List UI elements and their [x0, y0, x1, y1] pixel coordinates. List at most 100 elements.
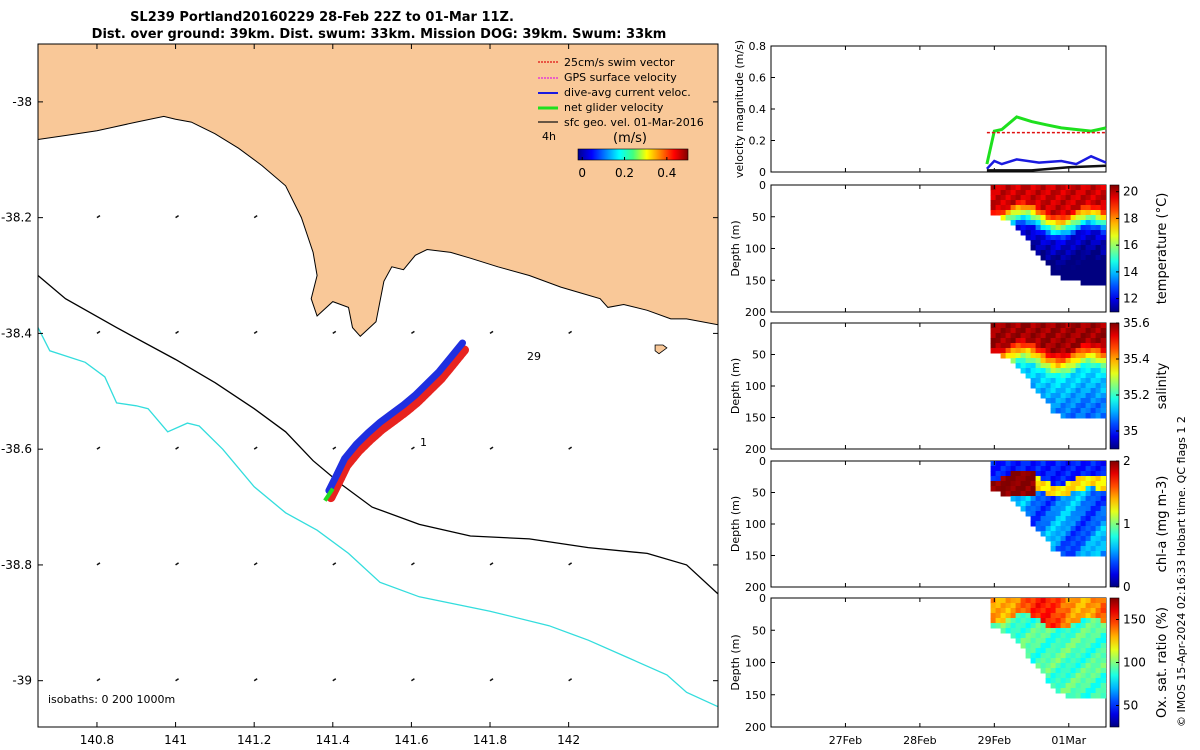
geo-arrow — [96, 678, 101, 682]
section-cell — [1090, 205, 1097, 211]
section-cell — [1080, 536, 1087, 542]
geo-arrow — [253, 215, 258, 219]
section-cell — [1060, 398, 1067, 404]
section-cell — [1080, 526, 1087, 532]
section-cell — [1070, 333, 1077, 339]
section-cell — [1095, 546, 1102, 552]
section-cell — [1035, 618, 1042, 624]
section-cell — [1080, 393, 1087, 399]
section-cell — [1020, 638, 1027, 644]
section-cell — [1045, 200, 1052, 206]
section-cell — [1070, 353, 1077, 359]
section-cell — [1065, 353, 1072, 359]
section-cell — [1040, 368, 1047, 374]
section-cell — [1040, 343, 1047, 349]
section-cell — [1035, 471, 1042, 477]
section-cell — [1040, 328, 1047, 334]
section-cell — [1100, 628, 1107, 634]
section-cell — [1015, 323, 1022, 329]
section-cell — [1045, 195, 1052, 201]
section-cell — [1005, 215, 1012, 221]
section-cell — [1025, 235, 1032, 241]
section-cell — [1095, 516, 1102, 522]
section-cell — [1045, 668, 1052, 674]
section-cell — [1070, 531, 1077, 537]
geo-arrow — [96, 330, 101, 335]
section-cell — [1075, 338, 1082, 344]
section-cell — [1090, 200, 1097, 206]
section-cell — [1065, 603, 1072, 609]
section-cell — [1080, 363, 1087, 369]
section-cell — [1050, 683, 1057, 689]
section-cell — [1030, 623, 1037, 629]
section-cell — [1020, 476, 1027, 482]
section-cell — [1060, 476, 1067, 482]
section-cell — [1100, 653, 1107, 659]
section-cell — [1090, 348, 1097, 354]
section-cell — [1035, 240, 1042, 246]
section-cell — [1070, 378, 1077, 384]
section-cell — [1075, 653, 1082, 659]
section-cell — [1005, 628, 1012, 634]
section-cell — [1080, 275, 1087, 281]
legend-geo-velocity: sfc geo. vel. 01-Mar-2016 — [564, 116, 704, 129]
velocity-series-geo — [986, 164, 1107, 172]
section-cell — [1000, 608, 1007, 614]
section-cell — [1030, 466, 1037, 472]
section-cell — [1070, 200, 1077, 206]
section-cell — [1065, 358, 1072, 364]
section-cell — [1070, 526, 1077, 532]
section-cell — [1070, 190, 1077, 196]
section-cell — [1070, 260, 1077, 266]
section-cell — [1035, 658, 1042, 664]
section-cell — [1075, 190, 1082, 196]
section-cell — [1070, 240, 1077, 246]
section-cell — [1100, 551, 1107, 557]
section-cell — [1035, 388, 1042, 394]
section-cell — [1050, 516, 1057, 522]
section-cell — [995, 328, 1002, 334]
section-cell — [1055, 333, 1062, 339]
section-cell — [1070, 506, 1077, 512]
section-cell — [1040, 185, 1047, 191]
section-cell — [1070, 673, 1077, 679]
section-cell — [1020, 328, 1027, 334]
section-colorbar-label: chl-a (mg m-3) — [1155, 476, 1170, 573]
geo-arrow — [489, 678, 494, 682]
section-cell — [1035, 496, 1042, 502]
section-cell — [1005, 471, 1012, 477]
section-cell — [1040, 476, 1047, 482]
section-cell — [1085, 333, 1092, 339]
section-cell — [1050, 663, 1057, 669]
section-cell — [1085, 343, 1092, 349]
section-cell — [1025, 496, 1032, 502]
geo-arrow — [568, 330, 573, 335]
section-cell — [1055, 633, 1062, 639]
section-cell — [1085, 195, 1092, 201]
section-cell — [1040, 653, 1047, 659]
section-cell — [1080, 398, 1087, 404]
section-cell — [1070, 658, 1077, 664]
section-cell — [1045, 628, 1052, 634]
section-cell — [1050, 678, 1057, 684]
section-cell — [1060, 491, 1067, 497]
section-cell — [1070, 195, 1077, 201]
section-cell — [1015, 481, 1022, 487]
section-cell — [1035, 608, 1042, 614]
geo-arrow — [410, 330, 415, 335]
section-cell — [1010, 603, 1017, 609]
section-cell — [1090, 195, 1097, 201]
section-cell — [1100, 618, 1107, 624]
section-cell — [995, 481, 1002, 487]
section-cell — [1010, 486, 1017, 492]
section-cell — [995, 618, 1002, 624]
section-cell — [1075, 536, 1082, 542]
section-cell — [1100, 598, 1107, 604]
section-cell — [1045, 245, 1052, 251]
section-cell — [1010, 200, 1017, 206]
section-cell — [1075, 225, 1082, 231]
section-cell — [1045, 501, 1052, 507]
section-cell — [1020, 461, 1027, 467]
section-cell — [1015, 466, 1022, 472]
section-cell — [1045, 471, 1052, 477]
